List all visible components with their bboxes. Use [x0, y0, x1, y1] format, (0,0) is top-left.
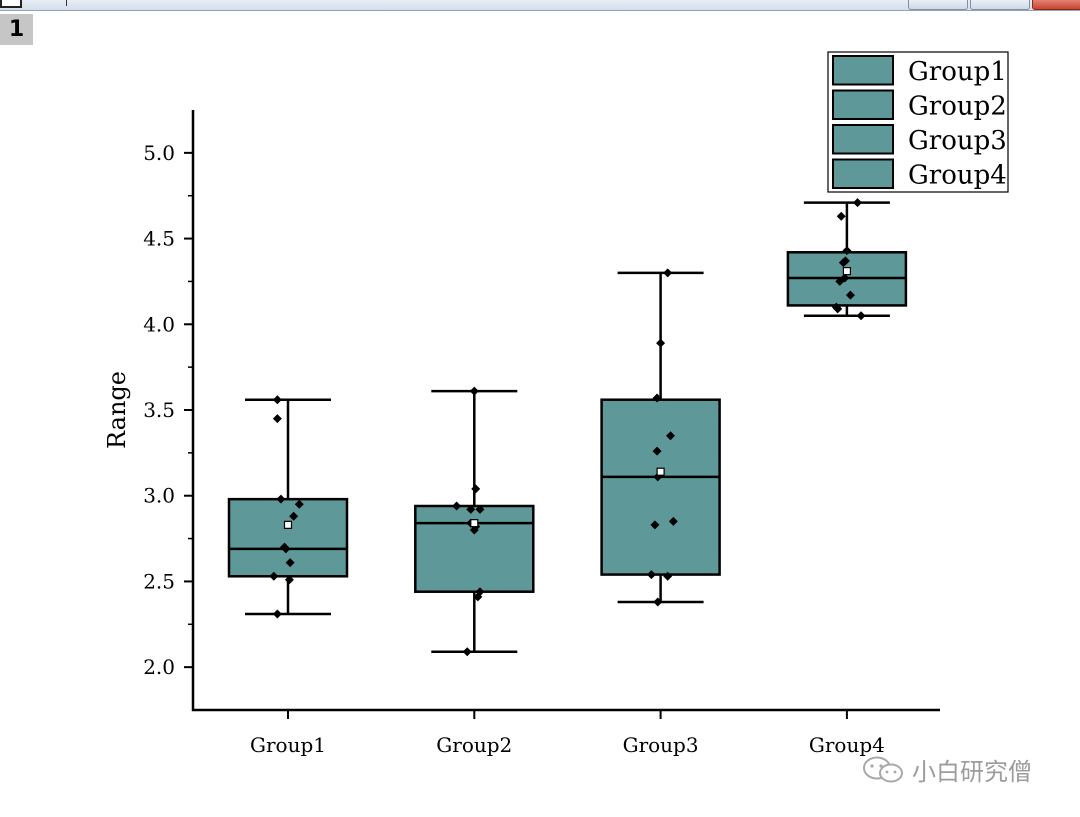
data-point — [281, 544, 291, 554]
data-point — [646, 570, 656, 580]
x-tick-label: Group3 — [623, 733, 699, 757]
legend-swatch — [832, 89, 894, 120]
legend-label: Group3 — [908, 126, 1007, 156]
data-point — [663, 268, 673, 278]
data-point — [845, 290, 855, 300]
y-tick-label: 2.5 — [143, 569, 175, 593]
data-point — [652, 446, 662, 456]
legend-label: Group1 — [908, 57, 1007, 87]
data-point — [652, 393, 662, 403]
legend-swatch — [832, 158, 894, 189]
data-point — [269, 571, 279, 581]
legend-label: Group4 — [908, 161, 1007, 191]
minimize-button[interactable] — [908, 0, 968, 10]
y-tick-label: 3.5 — [143, 398, 175, 422]
iqr-box — [414, 504, 535, 593]
data-point — [272, 395, 282, 405]
data-point — [838, 258, 848, 268]
mean-marker — [842, 267, 852, 276]
data-point — [466, 504, 476, 514]
mean-marker — [283, 520, 293, 529]
x-tick-label: Group2 — [436, 733, 512, 757]
data-point — [469, 386, 479, 396]
data-point — [284, 575, 294, 585]
y-tick-label: 5.0 — [143, 141, 175, 165]
legend-swatch — [832, 124, 894, 155]
data-point — [276, 494, 286, 504]
legend-swatch — [832, 55, 894, 86]
data-point — [853, 198, 863, 208]
data-point — [653, 597, 663, 607]
data-point — [473, 592, 483, 602]
data-point — [294, 499, 304, 509]
data-point — [842, 246, 852, 256]
titlebar-separator — [66, 0, 67, 6]
box-group-group3 — [600, 268, 721, 607]
window-titlebar — [0, 0, 1080, 11]
y-tick-label: 4.5 — [143, 227, 175, 251]
data-point — [285, 558, 295, 568]
data-point — [272, 609, 282, 619]
data-point — [462, 647, 472, 657]
mean-marker — [470, 519, 479, 528]
wechat-icon — [863, 756, 903, 783]
data-point — [856, 311, 866, 321]
data-point — [471, 484, 481, 494]
data-point — [836, 211, 846, 221]
data-point — [666, 431, 676, 441]
watermark-text: 小白研究僧 — [912, 758, 1032, 786]
x-tick-label: Group1 — [250, 733, 326, 757]
document-icon — [0, 0, 22, 8]
box-group-group2 — [414, 386, 535, 657]
data-point — [272, 414, 282, 424]
legend-label: Group2 — [908, 92, 1007, 122]
close-button[interactable] — [1032, 0, 1080, 10]
box-group-group4 — [786, 198, 908, 321]
data-point — [656, 338, 666, 348]
box-group-group1 — [227, 395, 349, 619]
x-tick-label: Group4 — [809, 733, 885, 757]
y-axis-title: Range — [103, 371, 131, 449]
y-tick-label: 3.0 — [143, 484, 175, 508]
data-point — [650, 520, 660, 530]
y-tick-label: 4.0 — [143, 312, 175, 336]
data-point — [835, 276, 845, 286]
maximize-button[interactable] — [970, 0, 1030, 10]
page-number-badge[interactable]: 1 — [0, 14, 33, 45]
data-point — [289, 511, 299, 521]
data-point — [475, 504, 485, 514]
iqr-box — [600, 398, 721, 576]
data-point — [663, 571, 673, 581]
mean-marker — [656, 467, 665, 476]
data-point — [668, 516, 678, 526]
y-tick-label: 2.0 — [143, 655, 175, 679]
data-point — [452, 501, 462, 511]
data-point — [833, 304, 843, 314]
data-point — [469, 525, 479, 535]
